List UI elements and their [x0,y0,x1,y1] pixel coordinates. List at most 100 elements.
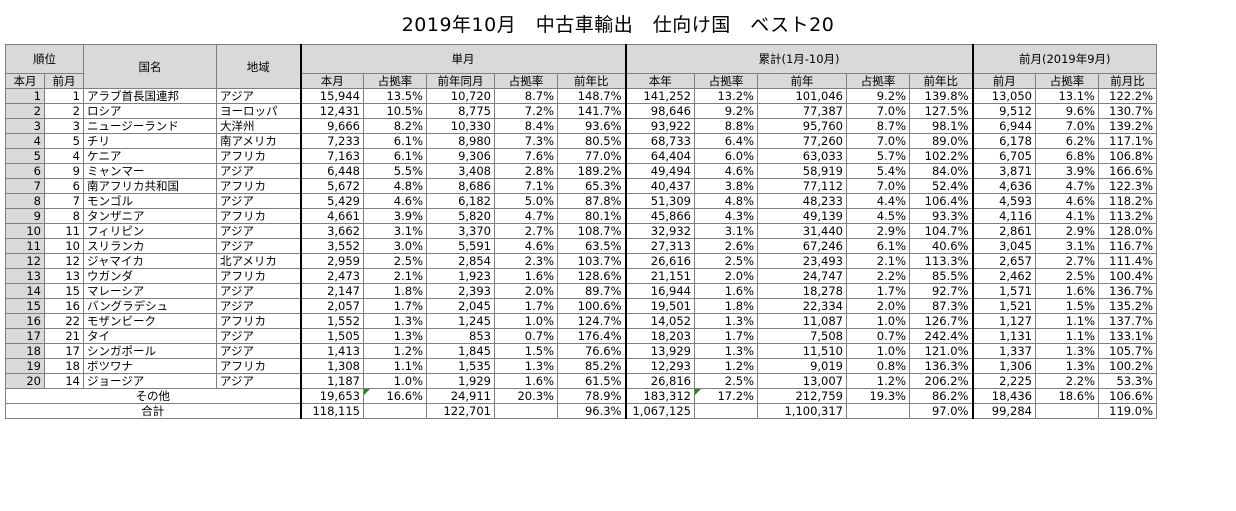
cell-value: 4.8% [363,178,427,194]
header-single-month: 単月 [299,44,626,74]
cell-value: 1.6% [1035,283,1099,299]
cell-value: 2.6% [694,238,758,254]
cell-value: 2.5% [1035,268,1099,284]
cell-value: 1.8% [694,298,758,314]
cell-value: 13.1% [1035,88,1099,104]
region-cell: 南アメリカ [216,133,301,149]
cell-value: 139.8% [909,88,973,104]
cell-value: 124.7% [557,313,626,329]
header-sm-col-2: 前年同月 [426,73,495,89]
country-cell: モザンビーク [83,313,217,329]
cell-value: 45,866 [624,208,695,224]
table-row: 2 2 ロシア ヨーロッパ 12,431 10.5% 8,775 7.2% 141.7% 98,6… [5,103,1157,119]
cell-value: 1,413 [299,343,364,359]
cell-value: 2,473 [299,268,364,284]
table-row: 14 15 マレーシア アジア 2,147 1.8% 2,393 2.0% 89.7% 16,94… [5,283,1157,299]
cell-value: 126.7% [909,313,973,329]
cell-value: 51,309 [624,193,695,209]
cell-value: 27,313 [624,238,695,254]
country-cell: アラブ首長国連邦 [83,88,217,104]
cell-value: 1.7% [694,328,758,344]
cell-value: 31,440 [757,223,847,239]
cell-value: 9,666 [299,118,364,134]
country-cell: 南アフリカ共和国 [83,178,217,194]
cell-value: 2,861 [971,223,1036,239]
cell-value: 6.1% [363,133,427,149]
header-cum-col-0: 本年 [624,73,695,89]
cell-value: 1,127 [971,313,1036,329]
region-cell: アフリカ [216,178,301,194]
cell-value: 7,163 [299,148,364,164]
cell-value: 7.0% [846,133,910,149]
cell-value: 1,535 [426,358,495,374]
cell-value: 23,493 [757,253,847,269]
cell-value: 128.0% [1098,223,1157,239]
cell-value: 1.6% [494,373,558,389]
cell-value: 103.7% [557,253,626,269]
table-row: 10 11 フィリピン アジア 3,662 3.1% 3,370 2.7% 108.7% 32,9… [5,223,1157,239]
cell-value: 130.7% [1098,103,1157,119]
cell-value: 106.4% [909,193,973,209]
cell-value: 4.4% [846,193,910,209]
cell-value: 9.6% [1035,103,1099,119]
region-cell: アフリカ [216,358,301,374]
country-cell: タンザニア [83,208,217,224]
cell-value: 24,747 [757,268,847,284]
cell-value: 5.4% [846,163,910,179]
header-pm-col-0: 前月 [971,73,1036,89]
cell-value: 93.6% [557,118,626,134]
prev-rank-cell: 18 [44,358,84,374]
cell-value: 1,923 [426,268,495,284]
cell-value: 0.7% [846,328,910,344]
cell-value: 20.3% [494,388,558,404]
cell-value: 2,959 [299,253,364,269]
prev-rank-cell: 8 [44,208,84,224]
cell-value: 13,929 [624,343,695,359]
rank-cell: 10 [5,223,45,239]
cell-value: 3.1% [1035,238,1099,254]
cell-value: 4.1% [1035,208,1099,224]
cell-value: 18,436 [971,388,1036,404]
cell-value: 102.2% [909,148,973,164]
cell-value: 19.3% [846,388,910,404]
cell-value: 2.8% [494,163,558,179]
cell-value: 212,759 [757,388,847,404]
cell-value: 3,552 [299,238,364,254]
cell-value: 3,662 [299,223,364,239]
table-row: 6 9 ミャンマー アジア 6,448 5.5% 3,408 2.8% 189.2% 49,494… [5,163,1157,179]
prev-rank-cell: 10 [44,238,84,254]
cell-value: 1,187 [299,373,364,389]
cell-value: 22,334 [757,298,847,314]
cell-value: 121.0% [909,343,973,359]
region-cell: アフリカ [216,208,301,224]
cell-value: 2.5% [363,253,427,269]
cell-value: 21,151 [624,268,695,284]
cell-value: 77.0% [557,148,626,164]
cell-value: 139.2% [1098,118,1157,134]
cell-value: 11,087 [757,313,847,329]
cell-value: 5,429 [299,193,364,209]
cell-value: 19,501 [624,298,695,314]
rank-cell: 9 [5,208,45,224]
cell-value: 1.1% [1035,313,1099,329]
cell-value: 2,393 [426,283,495,299]
cell-value: 7,508 [757,328,847,344]
cell-value: 116.7% [1098,238,1157,254]
cell-value: 2,045 [426,298,495,314]
cell-value: 108.7% [557,223,626,239]
cell-value: 16.6% [363,388,427,404]
cell-value: 2.0% [694,268,758,284]
cell-value: 206.2% [909,373,973,389]
cell-value: 1.5% [1035,298,1099,314]
prev-rank-cell: 6 [44,178,84,194]
cell-value: 4,593 [971,193,1036,209]
cell-value: 2,854 [426,253,495,269]
cell-value: 6.4% [694,133,758,149]
cell-value: 1.7% [494,298,558,314]
cell-value: 1.8% [363,283,427,299]
cell-value: 80.5% [557,133,626,149]
cell-value: 106.8% [1098,148,1157,164]
cell-value: 49,139 [757,208,847,224]
header-this-month-rank: 本月 [5,73,45,89]
cell-value: 64,404 [624,148,695,164]
